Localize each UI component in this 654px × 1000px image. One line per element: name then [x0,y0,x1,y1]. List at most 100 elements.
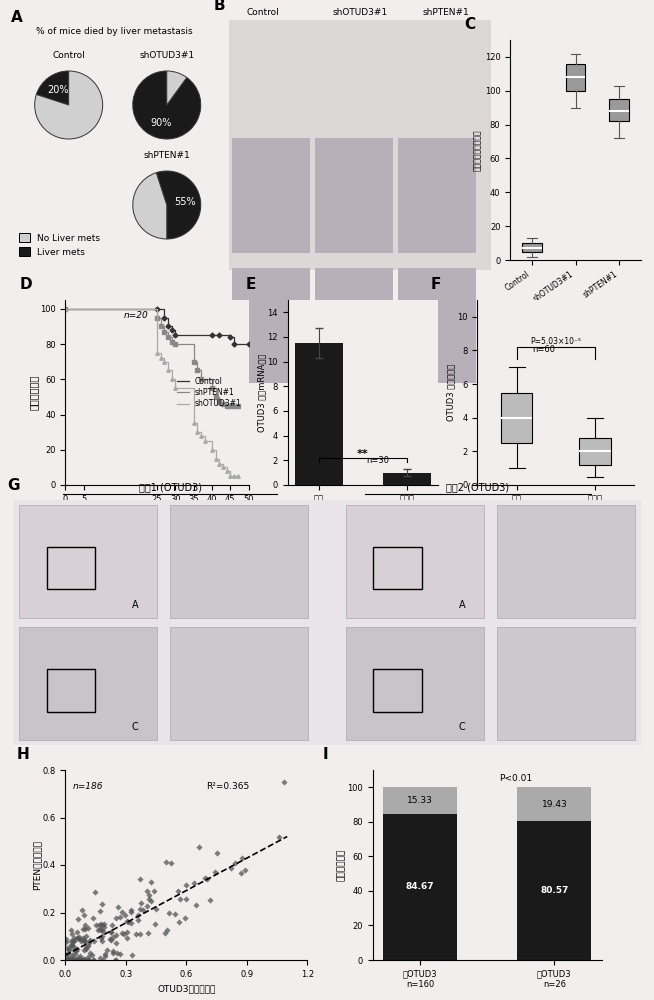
Point [143,887,154,903]
Text: n=30: n=30 [366,456,389,465]
Text: P=5.03×10⁻⁵: P=5.03×10⁻⁵ [530,337,581,346]
Point [88,952,99,968]
Point [68,952,78,968]
Point [88,933,99,949]
Control [164,320,172,332]
Point [88,910,98,926]
Legend: Control, shPTEN#1, shOTUD3#1: Control, shPTEN#1, shOTUD3#1 [174,374,245,411]
Control [230,338,238,350]
Point [62,952,73,968]
Point [69,952,80,968]
Y-axis label: 样品的百分率: 样品的百分率 [337,849,346,881]
shPTEN#1 [219,398,227,410]
Point [71,943,82,959]
Point [164,905,174,921]
Text: E: E [246,277,256,292]
Point [81,941,92,957]
Point [77,902,88,918]
Point [68,933,78,949]
shPTEN#1 [226,400,234,412]
Bar [383,473,432,485]
shOTUD3#1 [171,382,179,394]
FancyBboxPatch shape [20,627,158,740]
PathPatch shape [522,243,542,252]
Point [118,926,129,942]
Point [175,891,185,907]
Point [73,952,83,968]
Point [79,951,90,967]
Point [143,891,154,907]
FancyBboxPatch shape [315,137,393,252]
Point [135,901,145,917]
shOTUD3#1 [197,430,205,442]
Point [111,945,122,961]
Point [69,933,79,949]
Y-axis label: PTEN相对蛋白量: PTEN相对蛋白量 [32,840,41,890]
Point [97,896,107,912]
Wedge shape [35,71,103,139]
Bar [517,821,591,960]
Point [69,930,80,946]
Point [230,855,241,871]
Control [226,331,234,343]
Point [71,952,81,968]
Point [226,860,236,876]
Text: A: A [458,600,465,610]
shOTUD3#1 [208,444,216,456]
Point [120,907,130,923]
Point [112,899,123,915]
Point [82,949,93,965]
Text: shPTEN#1: shPTEN#1 [422,8,470,17]
Point [133,907,143,923]
Point [96,930,107,946]
Point [126,904,136,920]
Point [111,927,122,943]
Point [97,952,108,968]
shPTEN#1 [230,400,238,412]
FancyBboxPatch shape [232,267,310,382]
Point [132,912,143,928]
Line: Control: Control [65,309,249,344]
Point [194,839,205,855]
Point [63,952,74,968]
Point [105,931,116,947]
shOTUD3#1 [201,435,209,447]
Point [62,952,73,968]
Point [237,850,247,866]
Point [60,934,71,950]
PathPatch shape [501,392,532,443]
Point [63,952,74,968]
FancyBboxPatch shape [398,267,476,382]
Point [96,916,107,932]
shPTEN#1 [61,303,69,315]
Point [66,952,77,968]
Point [102,942,112,958]
Text: n=20: n=20 [124,312,148,320]
Point [84,935,94,951]
Control [153,303,161,315]
Point [142,883,152,899]
Point [190,897,201,913]
shOTUD3#1 [157,352,165,364]
Point [114,946,125,962]
Point [99,919,109,935]
Point [135,895,146,911]
Text: **: ** [357,449,369,459]
shOTUD3#1 [212,453,220,465]
Point [107,929,118,945]
PathPatch shape [610,99,629,121]
Text: Control: Control [247,8,279,17]
Text: F: F [430,277,441,292]
Text: D: D [20,277,32,292]
Point [78,907,89,923]
Point [81,939,92,955]
Bar [517,787,591,821]
Point [61,952,72,968]
Point [201,871,212,887]
Line: shOTUD3#1: shOTUD3#1 [65,309,237,476]
Point [91,917,101,933]
Control [208,329,216,341]
Point [181,877,192,893]
Point [85,932,95,948]
FancyBboxPatch shape [315,267,393,382]
